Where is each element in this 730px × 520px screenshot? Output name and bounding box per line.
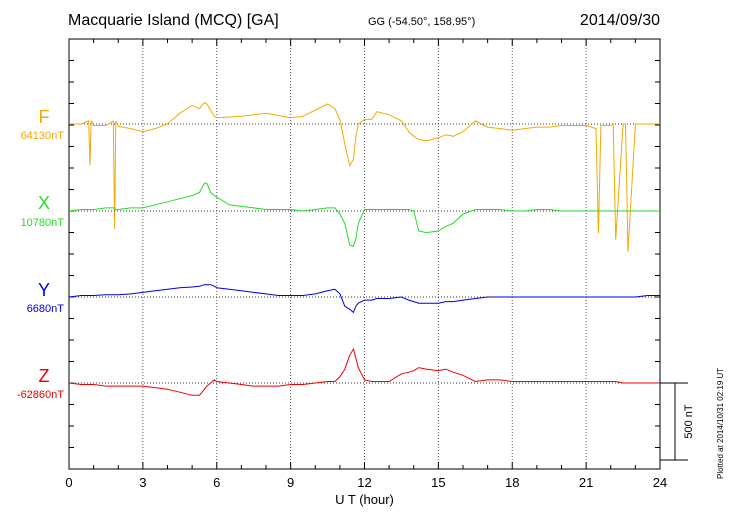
x-tick-label: 3 xyxy=(139,475,146,490)
baseline-value-x: 10780nT xyxy=(21,217,65,229)
series-line-y xyxy=(68,284,660,314)
station-coordinates: GG (-54.50°, 158.95°) xyxy=(368,16,476,28)
series-line-z xyxy=(68,347,660,396)
series-label-x: X xyxy=(38,193,50,213)
series-line-x xyxy=(68,182,660,248)
x-tick-label: 9 xyxy=(287,475,294,490)
baseline-value-z: -62860nT xyxy=(17,389,64,401)
series-label-y: Y xyxy=(38,280,50,300)
scale-bar-label: 500 nT xyxy=(683,404,695,439)
x-tick-label: 6 xyxy=(213,475,220,490)
x-tick-label: 24 xyxy=(653,475,667,490)
x-axis-label: U T (hour) xyxy=(335,492,394,507)
series-label-f: F xyxy=(39,107,50,127)
x-tick-label: 18 xyxy=(505,475,519,490)
chart-date: 2014/09/30 xyxy=(579,12,660,29)
chart-title: Macquarie Island (MCQ) [GA] xyxy=(68,12,279,29)
plot-frame xyxy=(68,38,661,470)
series-line-f xyxy=(69,101,660,252)
x-tick-label: 0 xyxy=(65,475,72,490)
x-tick-label: 15 xyxy=(431,475,445,490)
series-label-z: Z xyxy=(39,366,50,386)
x-tick-label: 21 xyxy=(579,475,593,490)
baseline-value-f: 64130nT xyxy=(21,130,65,142)
baseline-value-y: 6680nT xyxy=(27,303,65,315)
x-tick-label: 12 xyxy=(357,475,371,490)
